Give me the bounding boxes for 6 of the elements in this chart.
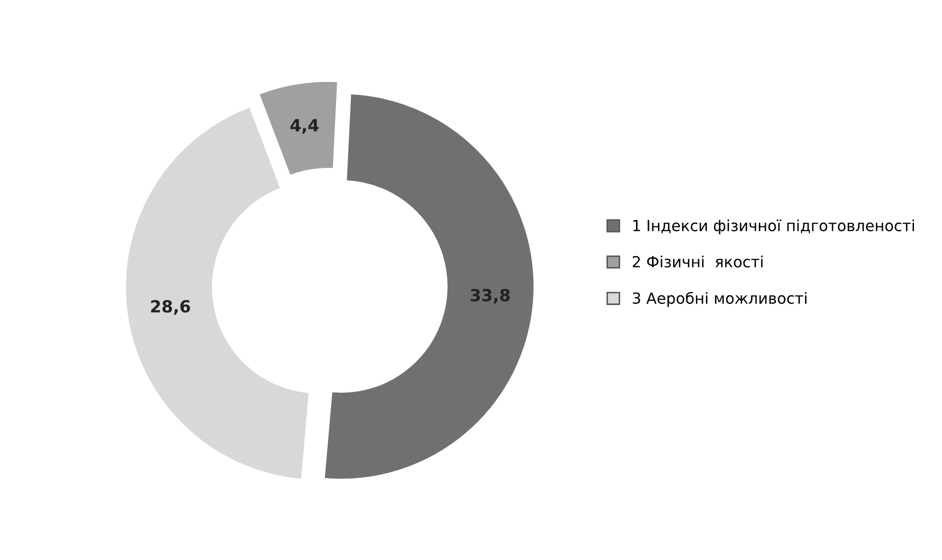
data-label: 33,8: [470, 288, 510, 304]
legend-label: 3 Аеробні можливості: [632, 292, 806, 307]
data-label: 4,4: [290, 119, 318, 134]
data-label: 28,6: [151, 300, 190, 315]
legend-label: 2 Фізичні якості: [632, 256, 763, 268]
legend-label: 1 Індекси фізичної підготовленості: [633, 220, 914, 234]
